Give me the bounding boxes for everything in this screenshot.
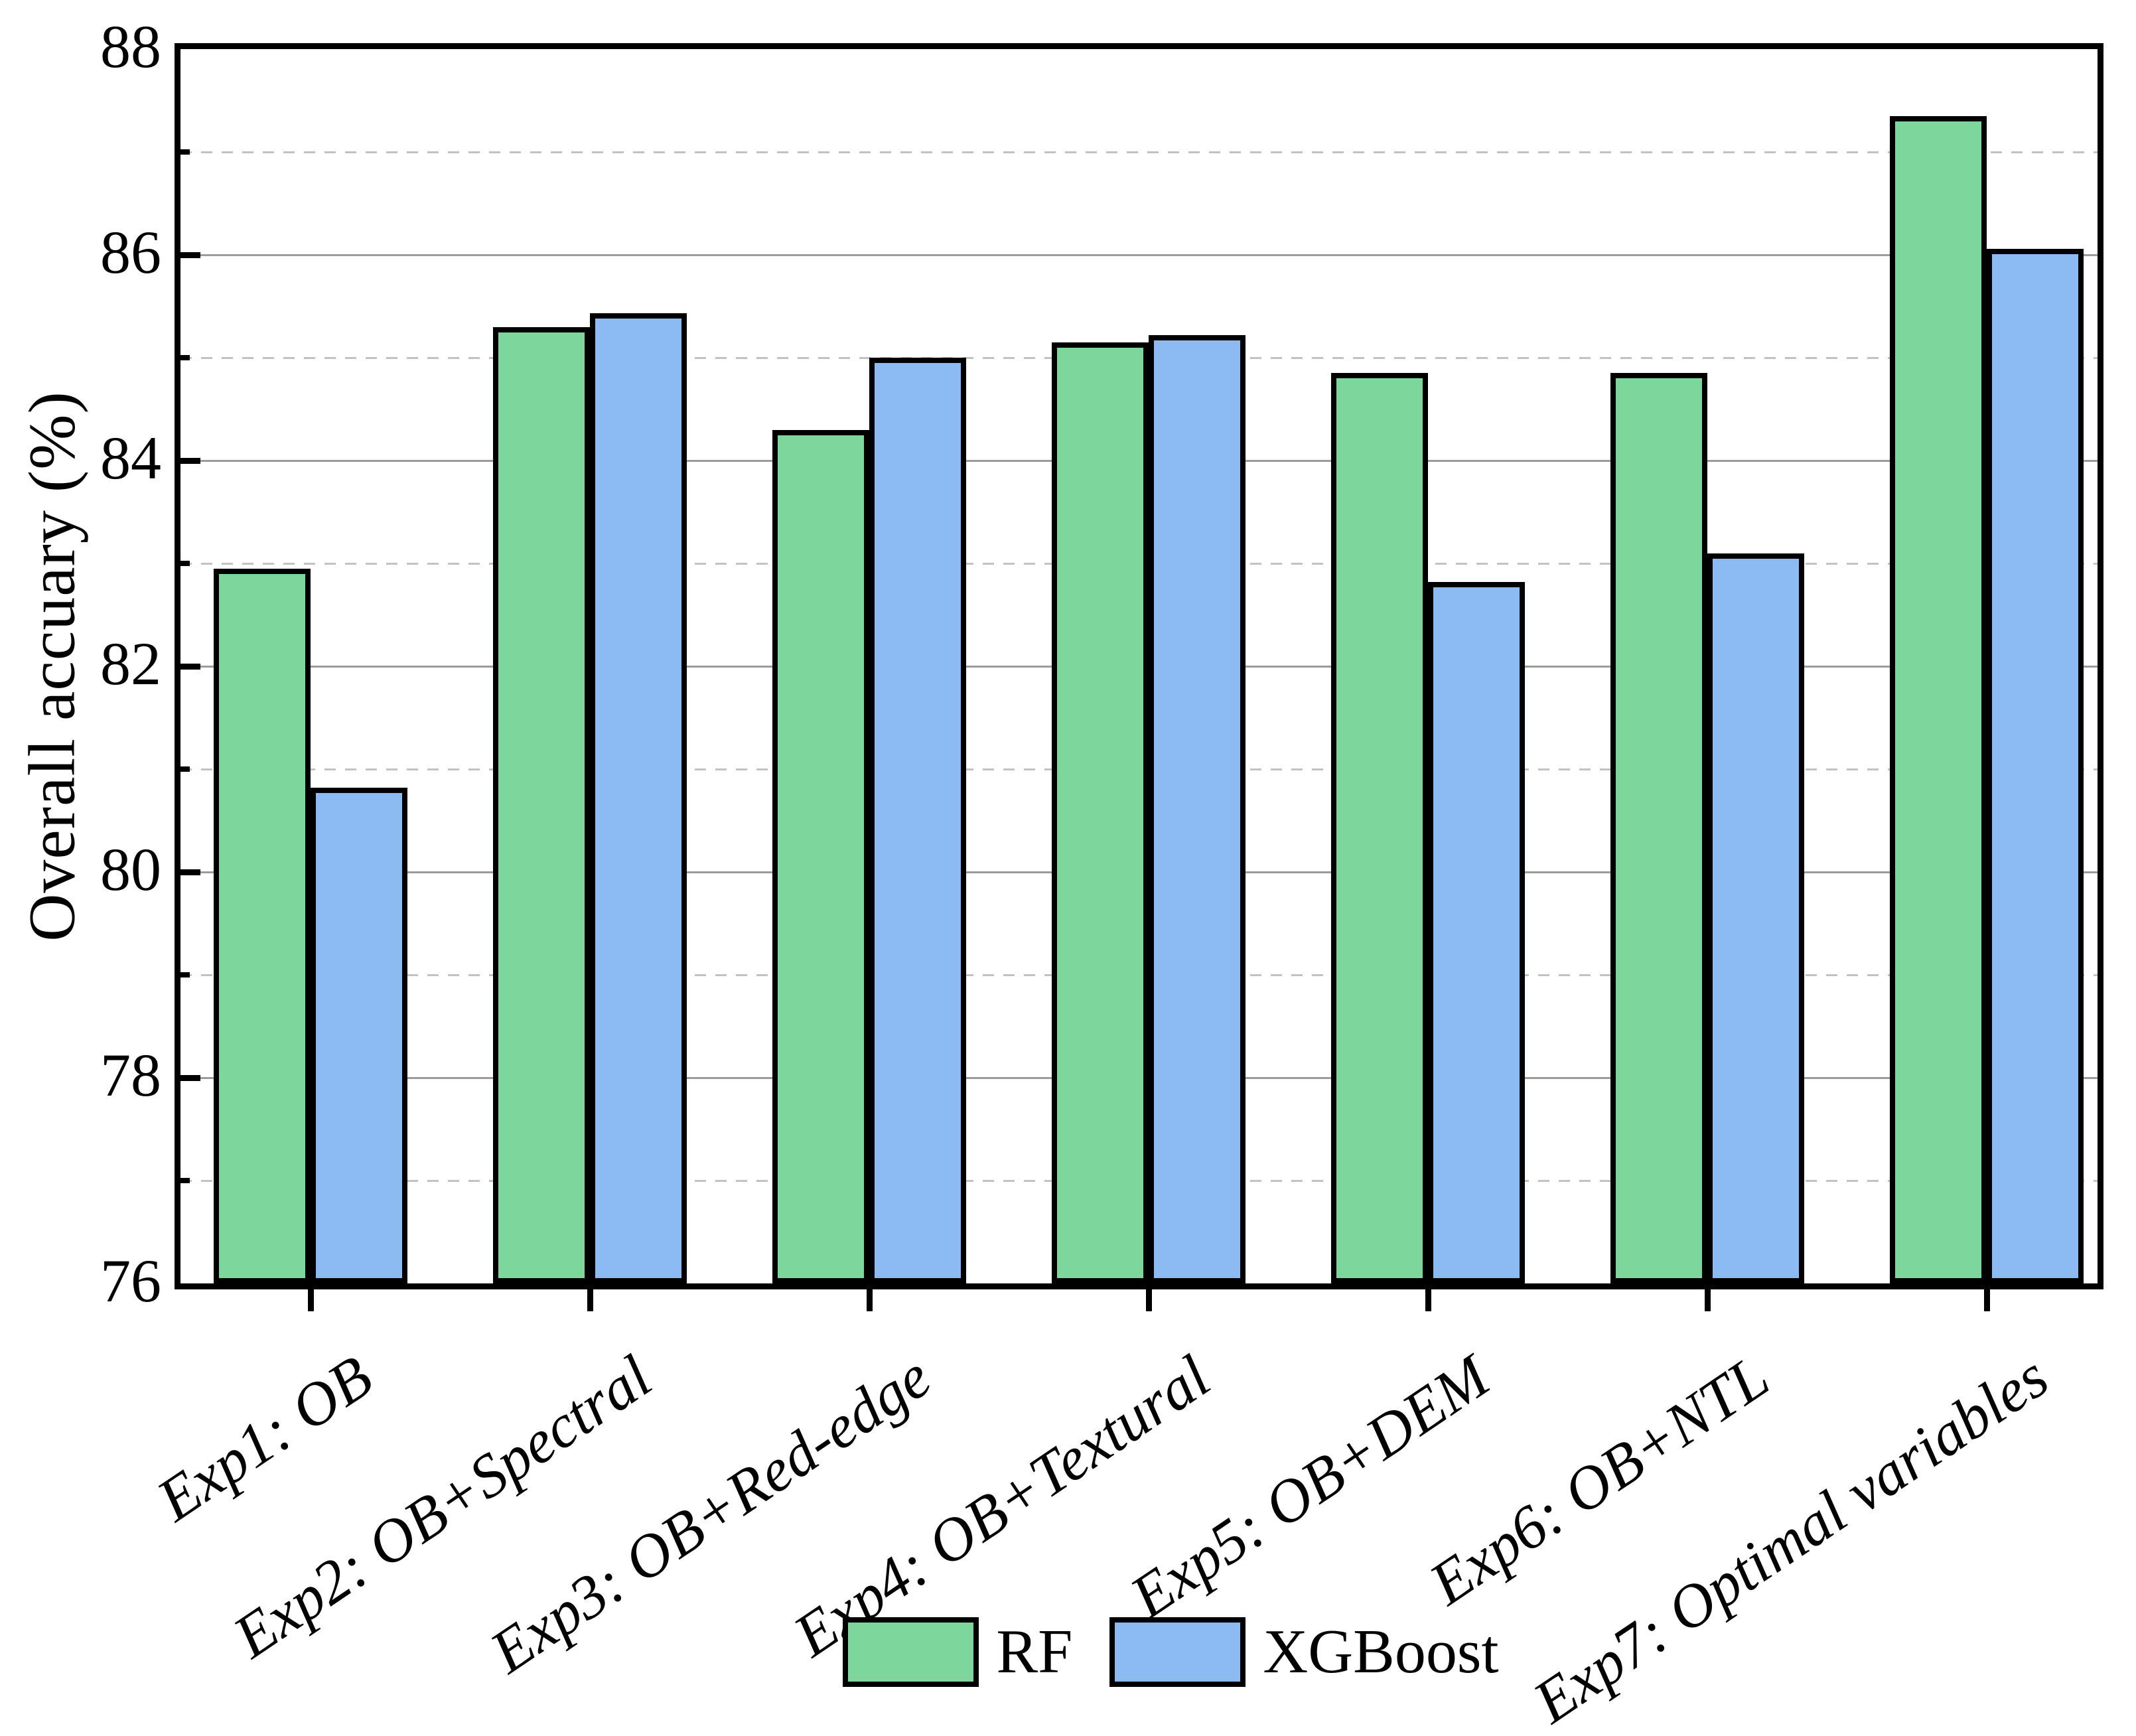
y-major-tick [180, 663, 200, 670]
y-tick-label: 82 [100, 629, 161, 697]
bar-rf-4 [1052, 342, 1149, 1283]
y-minor-tick [180, 561, 190, 566]
legend-label: RF [996, 1617, 1073, 1686]
bar-chart-figure: Overall accuary (%) 76 78 80 82 84 86 88 Exp1:… [15, 12, 2135, 1736]
x-tick [1983, 1288, 1990, 1311]
y-minor-tick [180, 972, 190, 977]
bar-xgboost-1 [311, 787, 407, 1283]
y-minor-tick [180, 355, 190, 360]
x-tick [866, 1288, 873, 1311]
bar-xgboost-3 [869, 358, 966, 1283]
bar-rf-2 [493, 326, 590, 1283]
major-gridline [180, 253, 2098, 256]
legend-item-rf: RF [843, 1617, 1072, 1687]
y-tick-label: 78 [100, 1041, 161, 1109]
legend-item-xgboost: XGBoost [1109, 1617, 1499, 1687]
x-tick [1425, 1288, 1431, 1311]
y-major-tick [180, 869, 200, 875]
y-tick-label: 80 [100, 835, 161, 903]
bar-xgboost-4 [1149, 334, 1246, 1283]
bar-rf-6 [1610, 373, 1707, 1283]
minor-gridline [180, 151, 2098, 153]
legend: RF XGBoost [206, 1617, 2135, 1687]
y-minor-tick [180, 766, 190, 772]
x-category-label: Exp1: OB [145, 1342, 384, 1534]
x-tick [1704, 1288, 1711, 1311]
y-major-tick [180, 457, 200, 464]
bar-xgboost-5 [1428, 581, 1525, 1283]
x-tick [1145, 1288, 1152, 1311]
y-minor-tick [180, 1178, 190, 1183]
bar-rf-3 [772, 429, 869, 1283]
plot-inner [180, 49, 2098, 1283]
y-tick-label: 84 [100, 423, 161, 492]
y-major-tick [180, 252, 200, 258]
bar-rf-5 [1331, 373, 1428, 1283]
bar-rf-1 [214, 568, 311, 1283]
y-tick-label: 76 [100, 1246, 161, 1315]
bar-xgboost-6 [1707, 553, 1804, 1283]
x-tick [307, 1288, 314, 1311]
x-tick [587, 1288, 593, 1311]
y-major-tick [180, 1074, 200, 1081]
bar-rf-7 [1890, 115, 1987, 1283]
legend-label: XGBoost [1263, 1617, 1499, 1686]
y-minor-tick [180, 149, 190, 155]
y-tick-label: 86 [100, 218, 161, 286]
legend-swatch-xgboost [1109, 1617, 1246, 1687]
plot-area [175, 43, 2103, 1289]
legend-swatch-rf [843, 1617, 979, 1687]
bar-xgboost-7 [1987, 248, 2084, 1283]
bar-xgboost-2 [590, 313, 687, 1283]
y-tick-label: 88 [100, 12, 161, 80]
